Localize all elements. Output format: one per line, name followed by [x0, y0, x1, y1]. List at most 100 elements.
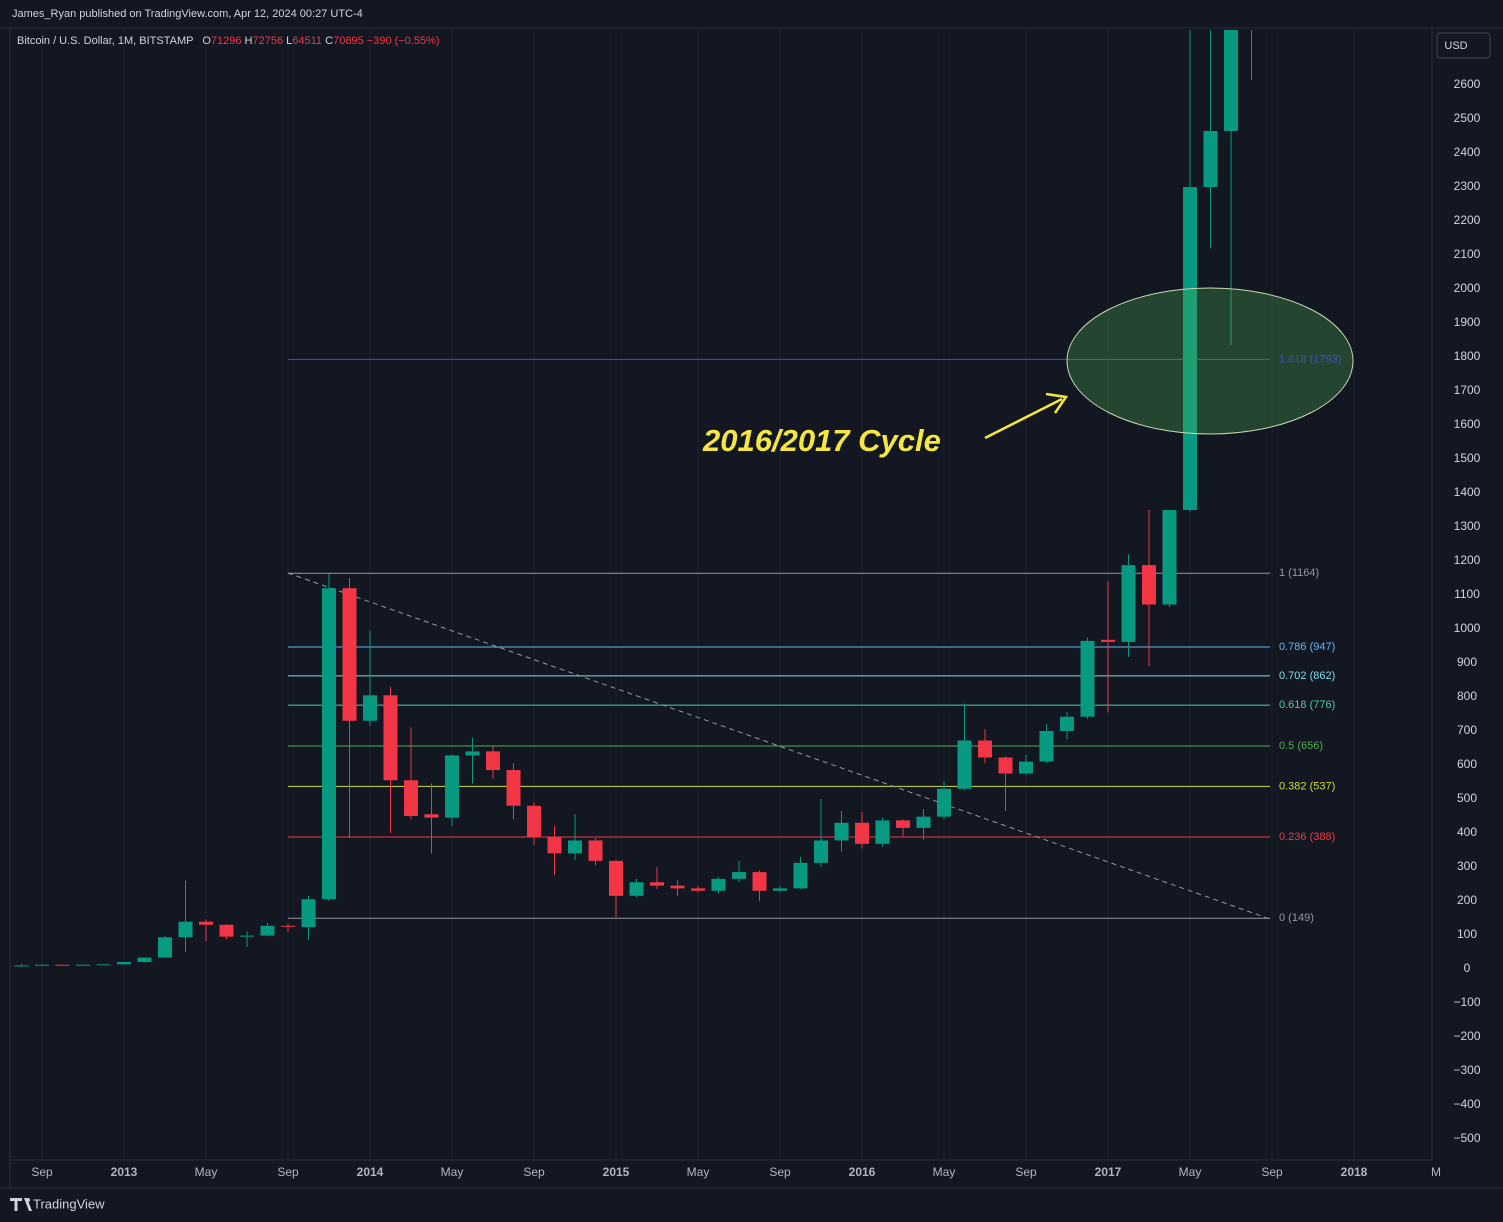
legend: Bitcoin / U.S. Dollar, 1M, BITSTAMP O712… [17, 35, 440, 47]
candle-body [609, 860, 623, 896]
highlight-ellipse [1066, 287, 1354, 435]
y-tick-label: 100 [1457, 927, 1477, 941]
candle-body [322, 588, 336, 900]
x-tick-label: May [1179, 1165, 1202, 1179]
currency-button[interactable] [1436, 32, 1491, 59]
candle-body [978, 740, 992, 758]
change: −390 (−0.55%) [366, 35, 440, 47]
y-tick-label: −100 [1453, 995, 1480, 1009]
y-tick-label: 700 [1457, 723, 1477, 737]
y-tick-label: −400 [1453, 1097, 1480, 1111]
candle-body [691, 888, 705, 891]
candle-body [711, 878, 726, 891]
candle-body [773, 888, 787, 891]
candle-body [1039, 730, 1054, 762]
candles [14, 30, 1252, 967]
candle-body [219, 924, 234, 937]
candle-body [957, 740, 972, 789]
y-tick-label: 900 [1457, 655, 1477, 669]
y-tick-label: 1500 [1454, 451, 1481, 465]
y-axis: −500 −400 −300 −200 −100 0 100 200 300 400 500 600 7… [1453, 77, 1480, 1145]
y-tick-label: 2200 [1454, 213, 1481, 227]
candle-body [814, 840, 828, 863]
y-tick-label: −300 [1453, 1063, 1480, 1077]
candle-body [55, 964, 70, 966]
candle-body [752, 872, 767, 891]
currency-label: USD [1444, 40, 1467, 52]
y-tick-label: 1300 [1454, 519, 1481, 533]
candle-body [670, 885, 685, 889]
fib-labels: 1.618 (1793) 1 (1164) 0.786 (947) 0.702 (86… [1279, 353, 1341, 924]
candle-body [445, 755, 459, 818]
x-tick-label: May [687, 1165, 710, 1179]
symbol: Bitcoin / U.S. Dollar, 1M, BITSTAMP [17, 35, 194, 47]
x-tick-label: Sep [277, 1165, 299, 1179]
candle-body [1162, 510, 1177, 605]
candle-body [199, 921, 213, 925]
arrow-line [984, 397, 1063, 440]
candle-body [1101, 639, 1115, 642]
x-tick-label: 2015 [603, 1165, 630, 1179]
candle-body [281, 925, 295, 927]
candle-body [834, 822, 849, 841]
candle-body [568, 840, 582, 854]
candle-body [301, 899, 316, 928]
candle-body [937, 788, 951, 817]
ohlc-value: 64511 [292, 35, 323, 47]
x-tick-label: May [933, 1165, 956, 1179]
y-tick-label: 2300 [1454, 179, 1481, 193]
arrow-head [1045, 392, 1069, 414]
candle-body [1224, 30, 1238, 131]
fib-label: 1.618 (1793) [1279, 353, 1341, 365]
x-axis: Sep 2013 May Sep 2014 May Sep 2015 May Sep 2016 May… [31, 1165, 1441, 1179]
x-tick-label: May [441, 1165, 464, 1179]
fib-label: 0 (149) [1279, 912, 1314, 924]
y-tick-label: 800 [1457, 689, 1477, 703]
y-tick-label: 1600 [1454, 417, 1481, 431]
candle-body [117, 962, 131, 965]
y-tick-label: −200 [1453, 1029, 1480, 1043]
candle-body [1203, 130, 1218, 188]
ohlc-key: L [286, 35, 293, 47]
x-tick-label: 2016 [849, 1165, 876, 1179]
candle-body [875, 820, 890, 844]
y-tick-label: 600 [1457, 757, 1477, 771]
y-tick-label: 1700 [1454, 383, 1481, 397]
x-tick-label: 2013 [111, 1165, 138, 1179]
candle-body [855, 822, 869, 844]
candle-body [916, 816, 931, 828]
candle-body [547, 837, 562, 854]
y-tick-label: 1000 [1454, 621, 1481, 635]
candle-body [486, 751, 500, 771]
y-tick-label: 1200 [1454, 553, 1481, 567]
candle-body [383, 695, 398, 781]
x-tick-label: Sep [769, 1165, 791, 1179]
candle-body [96, 964, 111, 966]
candle-body [1183, 187, 1197, 511]
fib-label: 0.618 (776) [1279, 699, 1335, 711]
candle-body [588, 840, 603, 861]
candle-body [260, 925, 275, 936]
fib-label: 0.382 (537) [1279, 780, 1335, 792]
x-tick-label: M [1431, 1165, 1441, 1179]
y-tick-label: 1900 [1454, 315, 1481, 329]
candle-body [35, 964, 49, 966]
brand: TradingView [33, 1196, 105, 1211]
annotation: 2016/2017 Cycle [702, 423, 941, 458]
fib-label: 1 (1164) [1279, 567, 1319, 579]
x-tick-label: Sep [1015, 1165, 1037, 1179]
candle-body [76, 964, 90, 966]
candle-body [793, 862, 808, 889]
y-tick-label: 1100 [1454, 587, 1480, 601]
fib-label: 0.5 (656) [1279, 740, 1323, 752]
candle-body [342, 588, 357, 721]
y-tick-label: 300 [1457, 859, 1477, 873]
y-tick-label: 0 [1464, 961, 1471, 975]
logo [10, 1198, 32, 1211]
fib-label: 0.786 (947) [1279, 641, 1335, 653]
candle-body [137, 957, 152, 963]
fib-retracement [288, 358, 1270, 919]
candle-body [404, 780, 418, 816]
candle-body [178, 921, 193, 938]
